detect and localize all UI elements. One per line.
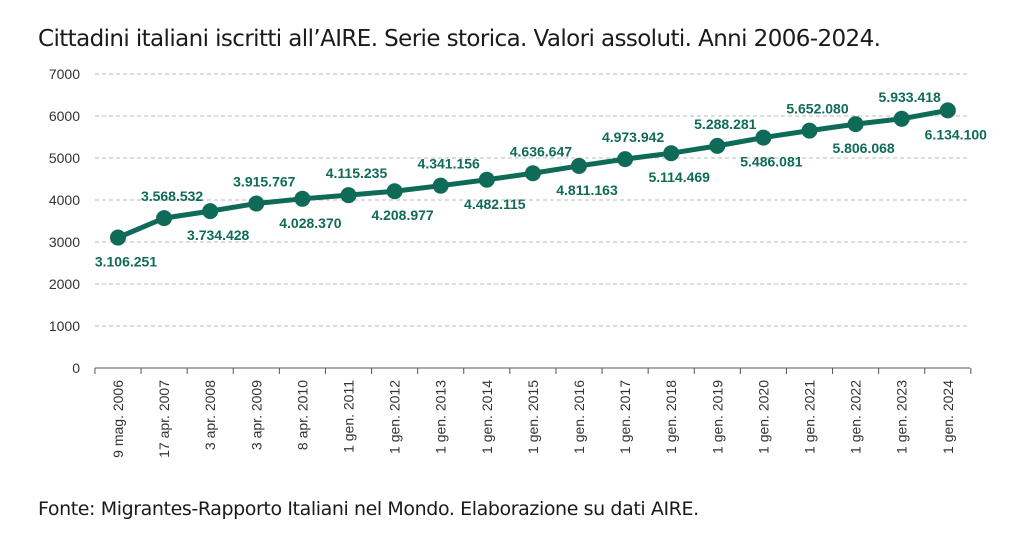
- data-label: 4.636.647: [510, 143, 572, 159]
- data-point: [617, 151, 634, 168]
- x-tick-label: 1 gen. 2015: [525, 380, 541, 454]
- data-label: 5.652.080: [786, 101, 848, 117]
- data-point: [294, 190, 311, 207]
- data-point: [755, 129, 772, 146]
- x-tick-label: 9 mag. 2006: [110, 380, 126, 458]
- data-point: [893, 110, 910, 127]
- x-tick-label: 1 gen. 2017: [617, 380, 633, 454]
- x-tick-label: 1 gen. 2011: [341, 380, 357, 453]
- x-tick-label: 1 gen. 2016: [571, 380, 587, 454]
- data-label: 5.288.281: [694, 116, 756, 132]
- x-tick-label: 1 gen. 2014: [479, 380, 495, 454]
- x-tick-label: 1 gen. 2018: [663, 380, 679, 454]
- data-point: [939, 102, 956, 119]
- data-point: [202, 203, 219, 220]
- y-tick-label: 0: [72, 360, 80, 376]
- data-point: [156, 210, 173, 227]
- data-point: [386, 183, 403, 200]
- x-tick-label: 1 gen. 2012: [387, 380, 403, 454]
- data-label: 5.486.081: [740, 154, 802, 170]
- data-label: 4.811.163: [556, 182, 618, 198]
- data-point: [663, 145, 680, 162]
- x-tick-label: 8 apr. 2010: [294, 380, 310, 450]
- x-tick-label: 1 gen. 2013: [433, 380, 449, 454]
- data-label: 3.915.767: [233, 174, 295, 190]
- y-tick-label: 1000: [49, 318, 80, 334]
- data-point: [110, 229, 126, 246]
- y-tick-label: 2000: [49, 276, 80, 292]
- data-label: 6.134.100: [925, 126, 987, 142]
- x-tick-label: 1 gen. 2024: [940, 380, 956, 454]
- y-tick-label: 5000: [49, 150, 80, 166]
- data-label: 4.115.235: [326, 165, 388, 181]
- data-point: [478, 171, 495, 188]
- x-tick-label: 1 gen. 2020: [755, 380, 771, 454]
- data-point: [340, 187, 357, 204]
- data-label: 3.568.532: [141, 188, 203, 204]
- data-label: 5.114.469: [648, 169, 710, 185]
- x-tick-label: 3 apr. 2008: [202, 380, 218, 450]
- data-label: 5.933.418: [879, 89, 941, 105]
- data-label: 4.341.156: [418, 156, 480, 172]
- data-point: [709, 137, 726, 154]
- x-tick-label: 3 apr. 2009: [248, 380, 264, 450]
- data-label: 3.106.251: [95, 254, 157, 270]
- data-label: 4.482.115: [464, 196, 526, 212]
- data-label: 5.806.068: [832, 140, 894, 156]
- y-tick-label: 3000: [49, 234, 80, 250]
- y-tick-label: 4000: [49, 192, 80, 208]
- data-point: [847, 116, 864, 133]
- data-label: 3.734.428: [187, 227, 249, 243]
- data-point: [801, 122, 818, 139]
- x-tick-label: 1 gen. 2022: [848, 380, 864, 454]
- x-tick-label: 17 apr. 2007: [156, 380, 172, 458]
- data-label: 4.028.370: [279, 215, 341, 231]
- data-label: 4.208.977: [371, 207, 433, 223]
- y-tick-label: 7000: [49, 66, 80, 82]
- x-tick-label: 1 gen. 2019: [709, 380, 725, 454]
- x-tick-label: 1 gen. 2023: [894, 380, 910, 454]
- data-label: 4.973.942: [602, 129, 664, 145]
- data-point: [571, 157, 587, 174]
- y-tick-label: 6000: [49, 108, 80, 124]
- data-point: [432, 177, 449, 194]
- data-point: [248, 195, 265, 212]
- x-tick-label: 1 gen. 2021: [802, 380, 818, 454]
- chart-source: Fonte: Migrantes-Rapporto Italiani nel M…: [38, 498, 699, 520]
- chart-title: Cittadini italiani iscritti all’AIRE. Se…: [38, 26, 881, 52]
- data-point: [524, 165, 541, 182]
